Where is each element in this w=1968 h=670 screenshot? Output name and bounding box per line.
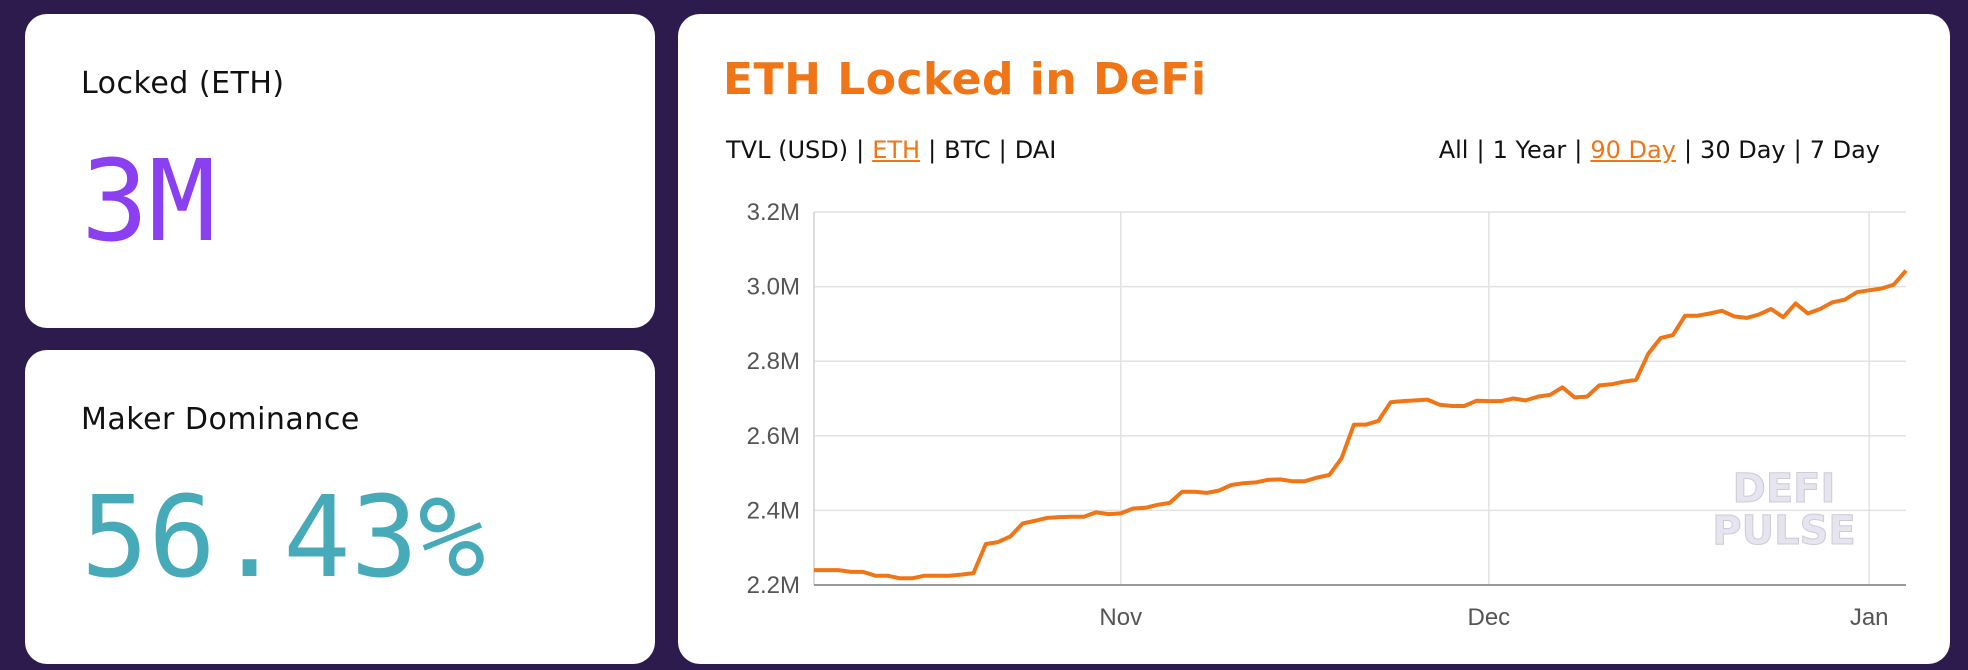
maker-dominance-label: Maker Dominance bbox=[81, 402, 360, 437]
separator: | bbox=[1683, 136, 1693, 164]
range-toggle-group: All | 1 Year | 90 Day | 30 Day | 7 Day bbox=[1439, 136, 1880, 164]
toggle-btc[interactable]: BTC bbox=[944, 136, 991, 164]
metric-toggle-group: TVL (USD) | ETH | BTC | DAI bbox=[726, 136, 1056, 164]
toggle-tvl-usd[interactable]: TVL (USD) bbox=[726, 136, 849, 164]
x-tick-label: Jan bbox=[1850, 604, 1889, 631]
y-tick-label: 3.2M bbox=[747, 199, 800, 226]
watermark-line-2: PULSE bbox=[1712, 508, 1855, 554]
y-tick-label: 2.4M bbox=[747, 497, 800, 524]
range-90-day[interactable]: 90 Day bbox=[1590, 136, 1676, 164]
separator: | bbox=[1574, 136, 1583, 164]
range-1-year[interactable]: 1 Year bbox=[1492, 136, 1567, 164]
toggle-eth[interactable]: ETH bbox=[872, 136, 921, 164]
defi-pulse-watermark: DEFI PULSE bbox=[1712, 466, 1856, 555]
eth-locked-line bbox=[814, 269, 1908, 581]
range-7-day[interactable]: 7 Day bbox=[1809, 136, 1880, 164]
eth-locked-chart-card: DEFI PULSE 2.2M 2.4M 2.6M 2.8M 3.0M 3.2M Nov De… bbox=[678, 14, 1950, 664]
x-tick-label: Dec bbox=[1467, 604, 1510, 631]
maker-dominance-value: 56.43% bbox=[81, 473, 486, 603]
y-tick-label: 2.2M bbox=[747, 572, 800, 599]
separator: | bbox=[998, 136, 1007, 164]
locked-eth-value: 3M bbox=[81, 137, 216, 267]
range-all[interactable]: All bbox=[1438, 136, 1469, 164]
line-chart: DEFI PULSE 2.2M 2.4M 2.6M 2.8M 3.0M 3.2M Nov De… bbox=[747, 199, 1908, 631]
y-tick-label: 2.6M bbox=[747, 423, 800, 450]
watermark-line-1: DEFI bbox=[1733, 466, 1836, 512]
x-tick-label: Nov bbox=[1099, 604, 1142, 631]
separator: | bbox=[1476, 136, 1485, 164]
range-30-day[interactable]: 30 Day bbox=[1700, 136, 1786, 164]
locked-eth-card: Locked (ETH) 3M bbox=[25, 14, 655, 328]
separator: | bbox=[928, 136, 937, 164]
separator: | bbox=[856, 136, 865, 164]
maker-dominance-card: Maker Dominance 56.43% bbox=[25, 350, 655, 664]
separator: | bbox=[1793, 136, 1802, 164]
y-tick-label: 3.0M bbox=[747, 274, 800, 301]
y-tick-label: 2.8M bbox=[747, 348, 800, 375]
chart-title: ETH Locked in DeFi bbox=[723, 54, 1207, 105]
toggle-dai[interactable]: DAI bbox=[1014, 136, 1057, 164]
locked-eth-label: Locked (ETH) bbox=[81, 66, 285, 101]
